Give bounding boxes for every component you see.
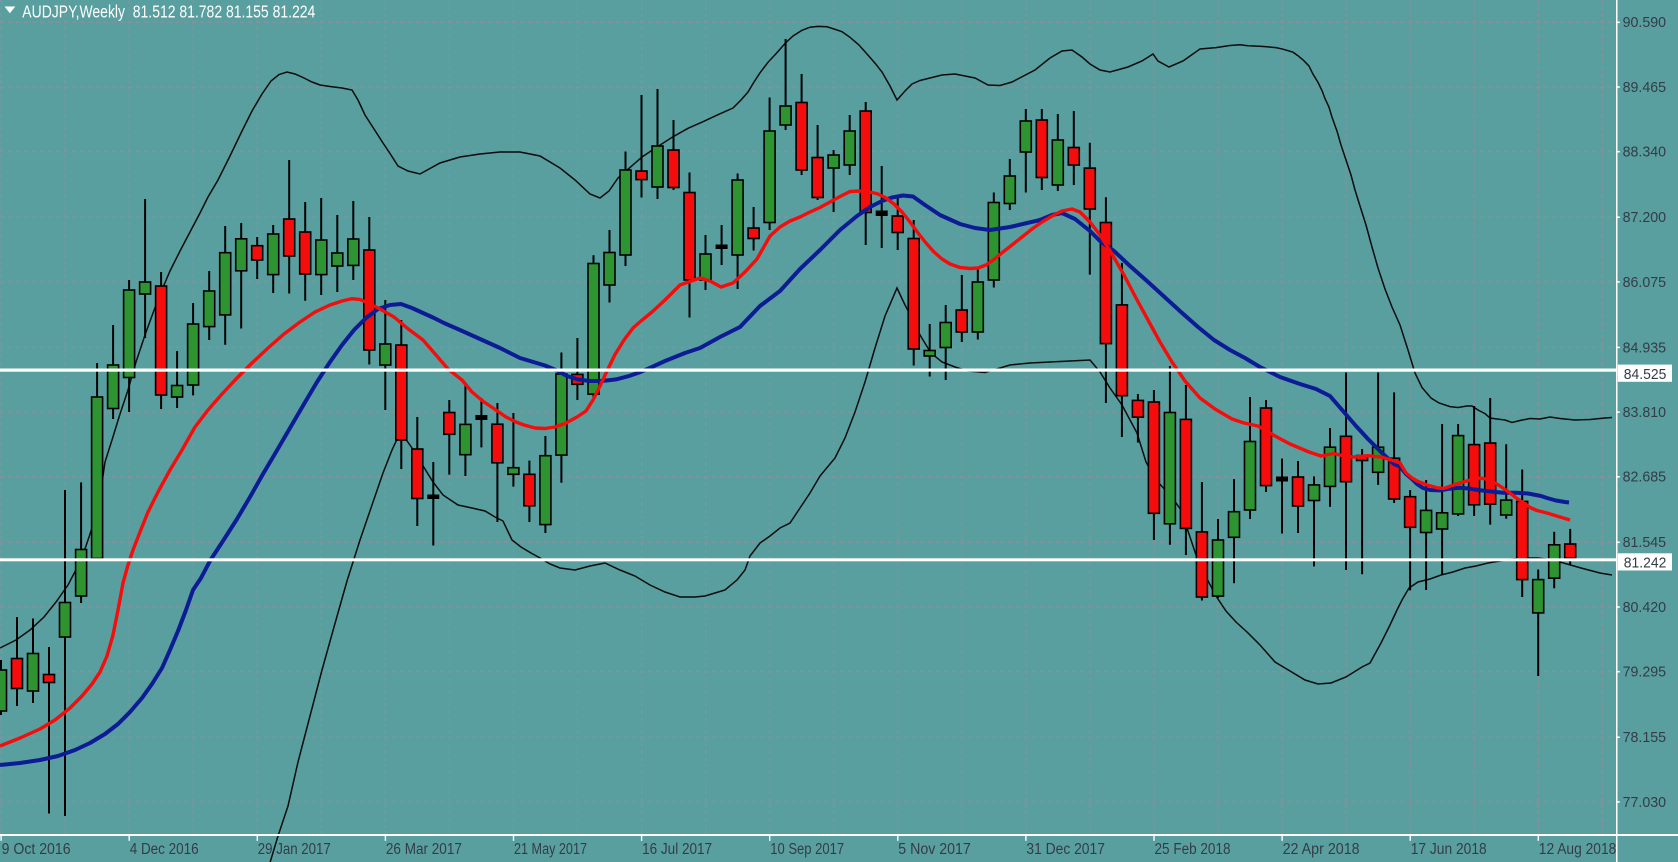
svg-text:83.810: 83.810: [1623, 405, 1667, 421]
svg-text:10 Sep 2017: 10 Sep 2017: [770, 841, 844, 858]
svg-text:77.030: 77.030: [1623, 795, 1667, 811]
svg-text:17 Jun 2018: 17 Jun 2018: [1411, 841, 1487, 858]
svg-text:21 May 2017: 21 May 2017: [514, 841, 587, 858]
svg-text:84.525: 84.525: [1624, 367, 1667, 383]
svg-text:16 Jul 2017: 16 Jul 2017: [642, 841, 712, 858]
svg-text:81.545: 81.545: [1623, 535, 1667, 551]
svg-text:86.075: 86.075: [1623, 275, 1667, 291]
svg-text:82.685: 82.685: [1623, 470, 1667, 486]
svg-text:25 Feb 2018: 25 Feb 2018: [1155, 841, 1231, 858]
svg-text:26 Mar 2017: 26 Mar 2017: [386, 841, 462, 858]
svg-text:87.200: 87.200: [1623, 210, 1667, 226]
svg-text:81.242: 81.242: [1624, 556, 1667, 572]
svg-text:31 Dec 2017: 31 Dec 2017: [1026, 841, 1105, 858]
svg-text:9 Oct 2016: 9 Oct 2016: [2, 841, 71, 858]
svg-text:4 Dec 2016: 4 Dec 2016: [130, 841, 199, 858]
svg-text:22 Apr 2018: 22 Apr 2018: [1283, 841, 1360, 858]
svg-text:79.295: 79.295: [1623, 665, 1667, 681]
svg-text:78.155: 78.155: [1623, 730, 1667, 746]
svg-text:90.590: 90.590: [1623, 15, 1667, 31]
svg-text:AUDJPY,Weekly 81.512 81.782 8: AUDJPY,Weekly 81.512 81.782 81.155 81.22…: [22, 2, 315, 22]
svg-text:88.340: 88.340: [1623, 145, 1667, 161]
svg-text:80.420: 80.420: [1623, 600, 1667, 616]
svg-text:89.465: 89.465: [1623, 80, 1667, 96]
svg-text:84.935: 84.935: [1623, 340, 1667, 356]
svg-text:29 Jan 2017: 29 Jan 2017: [258, 841, 331, 858]
svg-text:5 Nov 2017: 5 Nov 2017: [898, 841, 971, 858]
svg-text:12 Aug 2018: 12 Aug 2018: [1539, 841, 1617, 858]
